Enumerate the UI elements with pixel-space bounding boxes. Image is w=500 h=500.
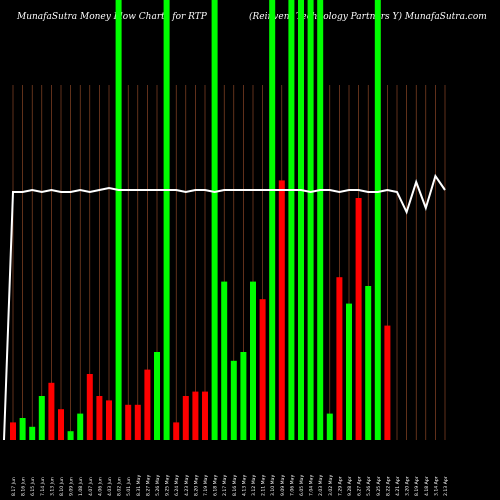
tick-label: 7.06 May <box>289 475 295 496</box>
bar <box>144 369 151 440</box>
tick-label: 6.15 Jun <box>30 477 36 496</box>
bar <box>48 382 55 440</box>
tick-label: 1.08 Jun <box>78 477 84 496</box>
tick-label: 4.06 Jun <box>97 477 103 496</box>
tick-label: 8.20 May <box>193 475 199 496</box>
bar <box>278 180 285 440</box>
bar <box>221 281 228 440</box>
tick-label: 8.22 Apr <box>385 476 391 496</box>
bar <box>326 413 333 440</box>
tick-label: 9.28 Apr <box>347 476 353 496</box>
tick-label: 6.24 May <box>174 475 180 496</box>
tick-label: 4.07 Jun <box>88 477 94 496</box>
tick-label: 8.16 May <box>232 475 238 496</box>
bar <box>10 422 16 440</box>
bar <box>192 391 199 440</box>
tick-label: 8.19 Apr <box>414 476 420 496</box>
tick-label: 4.13 May <box>241 475 247 496</box>
tick-label: 2.13 Apr <box>443 476 449 496</box>
tick-label: 4.21 Apr <box>395 476 401 496</box>
series-line <box>3 173 446 441</box>
tick-label: 5.26 May <box>155 475 161 496</box>
bar <box>250 281 256 440</box>
bar <box>269 0 276 440</box>
tick-label: 8.16 Jun <box>21 477 27 496</box>
tick-label: 5.26 Apr <box>366 476 372 496</box>
bar <box>182 396 189 440</box>
tick-label: 7.14 Jun <box>40 477 46 496</box>
bar <box>106 400 112 440</box>
bar <box>154 352 160 440</box>
bar <box>134 404 141 440</box>
tick-label: 4.23 May <box>184 475 190 496</box>
tick-label: 8.02 Jun <box>117 477 123 496</box>
tick-label: 5.01 Jun <box>126 477 132 496</box>
bar <box>355 198 362 440</box>
bar <box>298 0 304 440</box>
bar <box>230 360 237 440</box>
tick-label: 3.14 Apr <box>433 476 439 496</box>
tick-label: 4.03 Jun <box>107 477 113 496</box>
bar <box>125 404 132 440</box>
tick-label: 9.09 Jun <box>69 477 75 496</box>
bar <box>259 299 266 440</box>
tick-label: 6.05 May <box>299 475 305 496</box>
tick-label: 3.10 May <box>270 475 276 496</box>
tick-label: 6.27 Apr <box>357 476 363 496</box>
bar <box>86 374 93 440</box>
tick-label: 6.18 May <box>213 475 219 496</box>
bar <box>38 396 45 440</box>
tick-label: 2.11 May <box>261 475 267 496</box>
bar <box>163 0 170 440</box>
bar <box>77 413 84 440</box>
bar <box>96 396 103 440</box>
bar <box>365 286 372 440</box>
bar <box>19 418 26 440</box>
tick-label: 3.20 Apr <box>405 476 411 496</box>
chart-title: MunafaSutra Money Flow Charts for RTP <box>17 12 207 22</box>
tick-label: 3.12 May <box>251 475 257 496</box>
bar <box>240 352 247 440</box>
tick-label: 4.18 Apr <box>424 476 430 496</box>
bar <box>115 0 122 440</box>
tick-label: 8.27 May <box>145 475 151 496</box>
tick-label: 3.02 May <box>328 475 334 496</box>
bar <box>29 426 36 440</box>
tick-label: 2.17 May <box>222 475 228 496</box>
tick-label: 2.03 May <box>318 475 324 496</box>
tick-label: 9.25 May <box>165 475 171 496</box>
bar <box>346 303 352 440</box>
tick-label: 8.10 Jun <box>59 477 65 496</box>
chart-subtitle: (Reinvent Technology Partners Y) MunafaS… <box>249 12 487 22</box>
bar <box>307 0 314 440</box>
bar <box>202 391 208 440</box>
bar <box>336 277 343 440</box>
bar <box>374 0 381 440</box>
tick-label: 8.31 May <box>136 475 142 496</box>
tick-label: 9.09 May <box>280 475 286 496</box>
bar <box>67 431 74 440</box>
tick-label: 3.13 Jun <box>49 477 55 496</box>
bar <box>288 0 295 440</box>
bar <box>211 0 218 440</box>
tick-label: 9.25 Apr <box>376 476 382 496</box>
bar <box>58 409 64 440</box>
tick-label: 8.17 Jun <box>11 477 17 496</box>
tick-label: 7.29 Apr <box>337 476 343 496</box>
bar <box>384 325 391 440</box>
tick-label: 7.04 May <box>309 475 315 496</box>
bar <box>317 0 324 440</box>
tick-label: 7.19 May <box>203 475 209 496</box>
bar <box>173 422 180 440</box>
